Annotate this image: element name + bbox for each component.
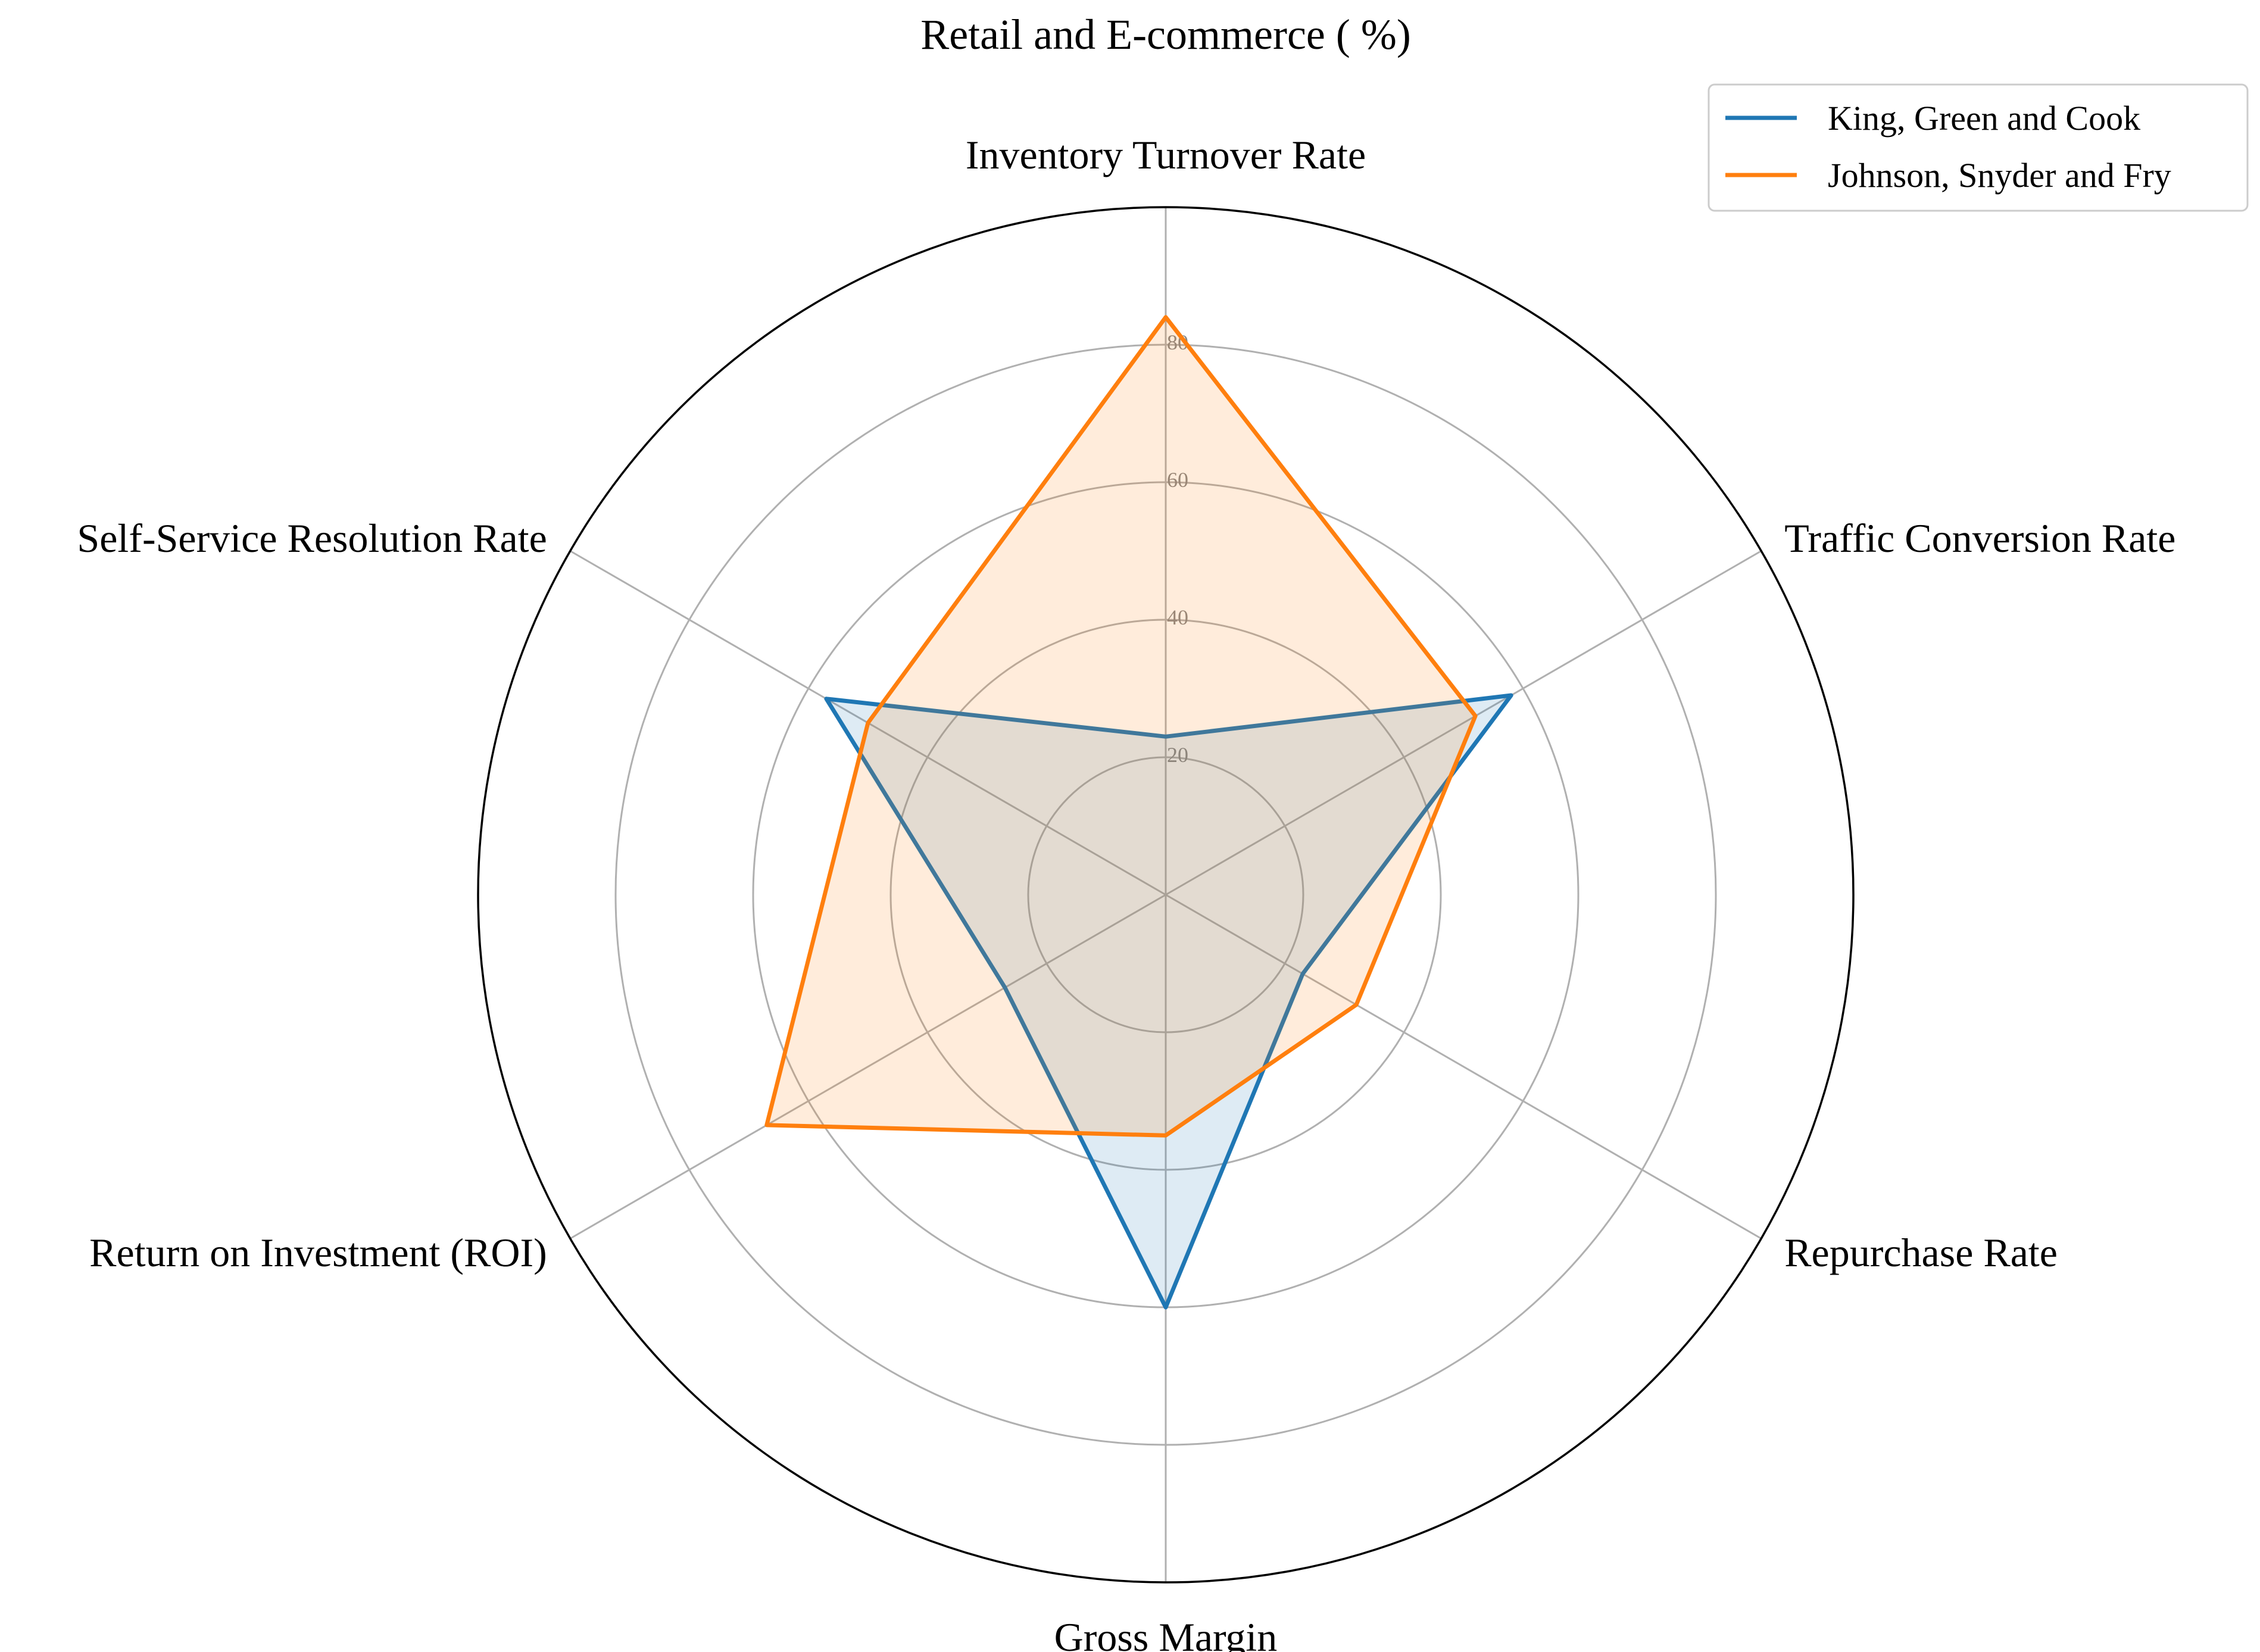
axis-label-0: Inventory Turnover Rate	[966, 132, 1366, 177]
spoke-1	[1165, 550, 1762, 896]
axis-label-4: Return on Investment (ROI)	[89, 1230, 547, 1275]
legend-box	[1708, 83, 2249, 212]
spoke-4	[569, 894, 1166, 1239]
tick-label-60: 60	[1167, 468, 1188, 492]
legend-label-1: Johnson, Snyder and Fry	[1828, 156, 2171, 195]
legend[interactable]: King, Green and Cook Johnson, Snyder and …	[1708, 83, 2249, 212]
spoke-2	[1165, 894, 1762, 1239]
tick-label-20: 20	[1167, 743, 1188, 767]
tick-label-40: 40	[1167, 605, 1188, 629]
legend-label-0: King, Green and Cook	[1828, 99, 2140, 138]
series-fill-0	[826, 695, 1512, 1307]
axis-label-2: Repurchase Rate	[1784, 1230, 2058, 1275]
series-fill-1	[766, 317, 1476, 1136]
axis-label-5: Self-Service Resolution Rate	[77, 516, 547, 561]
outer-frame	[477, 206, 1855, 1584]
axis-label-1: Traffic Conversion Rate	[1784, 516, 2175, 561]
axis-label-3: Gross Margin	[1054, 1614, 1278, 1652]
radar-series	[764, 315, 1513, 1310]
axis-labels: Inventory Turnover Rate Traffic Conversio…	[77, 132, 2175, 1652]
chart-title: Retail and E-commerce ( %)	[920, 11, 1411, 58]
